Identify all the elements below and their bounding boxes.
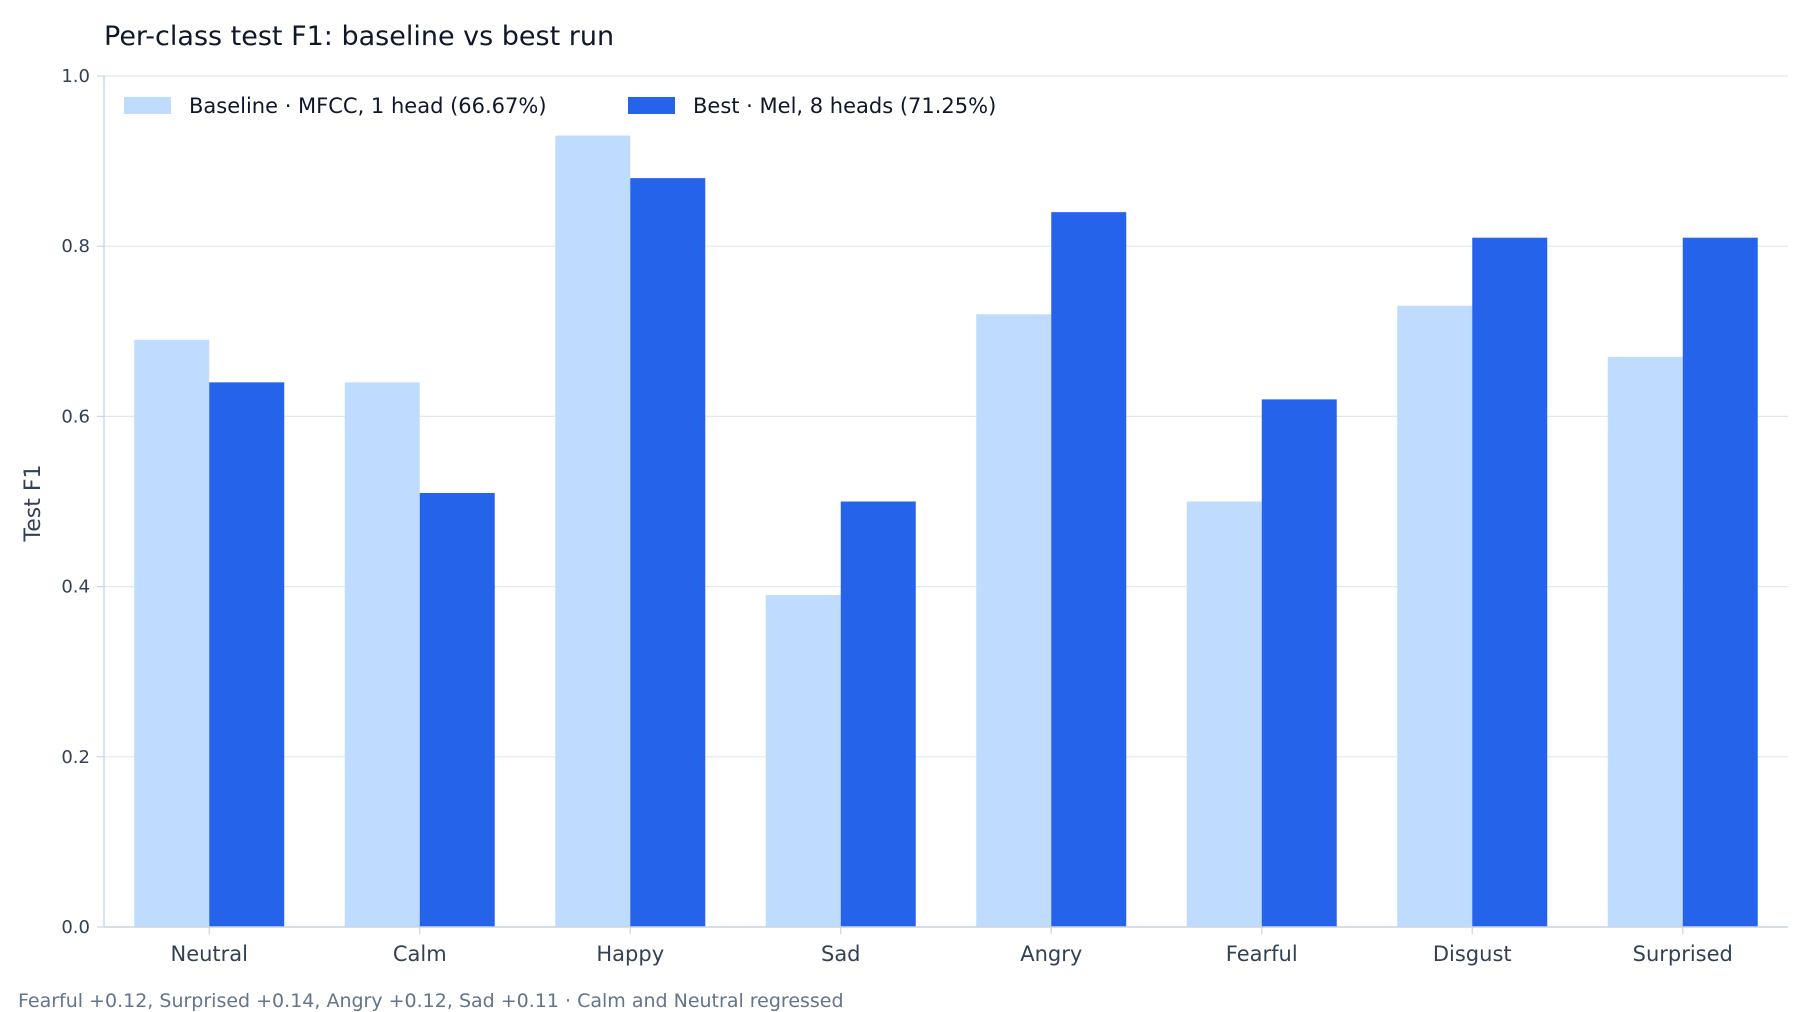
x-tick-label: Sad bbox=[821, 942, 861, 966]
chart-title: Per-class test F1: baseline vs best run bbox=[104, 21, 614, 52]
x-tick-label: Angry bbox=[1020, 942, 1082, 966]
bars bbox=[134, 135, 1758, 928]
y-axis-ticks: 0.0 0.2 0.4 0.6 0.8 1.0 bbox=[61, 66, 104, 938]
x-tick-label: Fearful bbox=[1226, 942, 1298, 966]
bar-best-disgust bbox=[1472, 237, 1548, 927]
bar-best-happy bbox=[630, 178, 706, 927]
bar-best-angry bbox=[1051, 212, 1127, 927]
y-tick-label: 0.4 bbox=[61, 577, 90, 598]
bar-best-neutral bbox=[209, 382, 285, 927]
y-tick-label: 0.2 bbox=[61, 747, 90, 768]
bar-best-surprised bbox=[1682, 237, 1758, 927]
y-tick-label: 0.0 bbox=[61, 917, 90, 938]
bar-baseline-angry bbox=[976, 314, 1052, 927]
bar-baseline-sad bbox=[765, 595, 841, 927]
bar-best-fearful bbox=[1261, 399, 1337, 927]
legend-swatch-best bbox=[628, 97, 675, 114]
bar-baseline-calm bbox=[344, 382, 420, 927]
bar-best-sad bbox=[840, 501, 916, 927]
x-tick-label: Calm bbox=[393, 942, 447, 966]
legend-label-baseline: Baseline · MFCC, 1 head (66.67%) bbox=[189, 94, 547, 118]
x-tick-label: Disgust bbox=[1433, 942, 1512, 966]
x-tick-label: Happy bbox=[596, 942, 664, 966]
axes bbox=[103, 76, 1788, 928]
x-axis-categories: Neutral Calm Happy Sad Angry Fearful Disgust Su… bbox=[170, 927, 1733, 966]
bar-baseline-happy bbox=[555, 135, 631, 927]
bar-baseline-neutral bbox=[134, 339, 210, 927]
footnote: Fearful +0.12, Surprised +0.14, Angry +0… bbox=[18, 990, 844, 1012]
legend-label-best: Best · Mel, 8 heads (71.25%) bbox=[693, 94, 996, 118]
y-tick-label: 0.8 bbox=[61, 236, 90, 257]
y-tick-label: 0.6 bbox=[61, 406, 90, 427]
bar-baseline-disgust bbox=[1397, 305, 1473, 927]
bar-baseline-surprised bbox=[1607, 356, 1683, 928]
bar-best-calm bbox=[419, 492, 495, 927]
x-tick-label: Surprised bbox=[1633, 942, 1733, 966]
bar-baseline-fearful bbox=[1186, 501, 1262, 927]
y-tick-label: 1.0 bbox=[61, 66, 90, 87]
legend-swatch-baseline bbox=[124, 97, 171, 114]
y-axis-label: Test F1 bbox=[21, 465, 46, 543]
legend: Baseline · MFCC, 1 head (66.67%) Best · M… bbox=[124, 94, 996, 118]
x-tick-label: Neutral bbox=[170, 942, 248, 966]
